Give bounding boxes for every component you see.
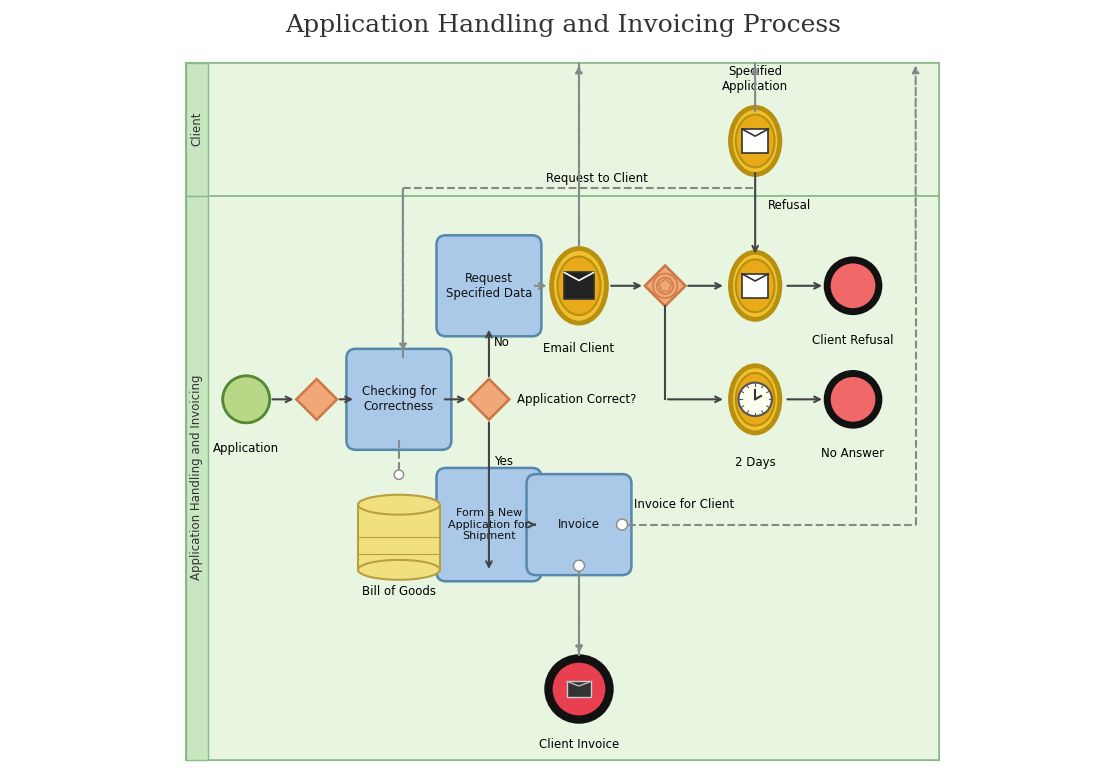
Circle shape (739, 383, 772, 416)
Text: No: No (493, 336, 510, 349)
Ellipse shape (558, 257, 601, 315)
Circle shape (221, 374, 271, 424)
Text: Email Client: Email Client (543, 342, 614, 355)
Text: Invoice: Invoice (558, 518, 600, 531)
Ellipse shape (551, 248, 607, 323)
FancyBboxPatch shape (742, 129, 769, 153)
Text: Client: Client (190, 112, 203, 146)
FancyBboxPatch shape (186, 196, 208, 760)
Polygon shape (297, 379, 337, 420)
Ellipse shape (735, 259, 774, 312)
Text: Bill of Goods: Bill of Goods (362, 586, 436, 598)
Text: No Answer: No Answer (821, 447, 884, 460)
Polygon shape (469, 379, 509, 420)
FancyBboxPatch shape (358, 505, 440, 570)
Text: Application Handling and Invoicing: Application Handling and Invoicing (190, 375, 203, 580)
Ellipse shape (358, 495, 440, 514)
Text: Client Refusal: Client Refusal (812, 334, 893, 347)
Polygon shape (644, 265, 685, 306)
FancyBboxPatch shape (527, 474, 631, 575)
Text: Application Handling and Invoicing Process: Application Handling and Invoicing Proce… (286, 13, 841, 37)
Text: Refusal: Refusal (768, 199, 811, 212)
Text: Specified
Application: Specified Application (722, 65, 788, 93)
Circle shape (617, 519, 628, 530)
Text: Checking for
Correctness: Checking for Correctness (361, 385, 437, 413)
Text: Application: Application (213, 442, 279, 456)
Text: Form a New
Application for
Shipment: Form a New Application for Shipment (449, 508, 530, 541)
FancyBboxPatch shape (437, 235, 541, 337)
Text: Request
Specified Data: Request Specified Data (446, 272, 532, 300)
Circle shape (222, 376, 270, 423)
FancyBboxPatch shape (186, 63, 208, 196)
Text: Invoice for Client: Invoice for Client (633, 497, 734, 511)
Text: Yes: Yes (493, 456, 512, 468)
FancyBboxPatch shape (437, 468, 541, 581)
Circle shape (549, 659, 610, 720)
FancyBboxPatch shape (186, 196, 939, 760)
Ellipse shape (735, 114, 774, 168)
Ellipse shape (731, 107, 780, 175)
Text: Application Correct?: Application Correct? (517, 393, 637, 406)
Ellipse shape (358, 560, 440, 579)
FancyBboxPatch shape (186, 63, 939, 196)
Text: Request to Client: Request to Client (546, 171, 648, 185)
Ellipse shape (731, 252, 780, 319)
Text: Client Invoice: Client Invoice (539, 738, 619, 751)
FancyBboxPatch shape (567, 681, 591, 697)
Circle shape (394, 470, 403, 479)
Text: 2 Days: 2 Days (734, 456, 775, 469)
Ellipse shape (731, 366, 780, 433)
Ellipse shape (735, 373, 774, 426)
Circle shape (828, 373, 879, 425)
Circle shape (828, 260, 879, 312)
FancyBboxPatch shape (347, 349, 451, 449)
FancyBboxPatch shape (564, 272, 593, 299)
Circle shape (573, 561, 584, 571)
FancyBboxPatch shape (742, 274, 769, 298)
